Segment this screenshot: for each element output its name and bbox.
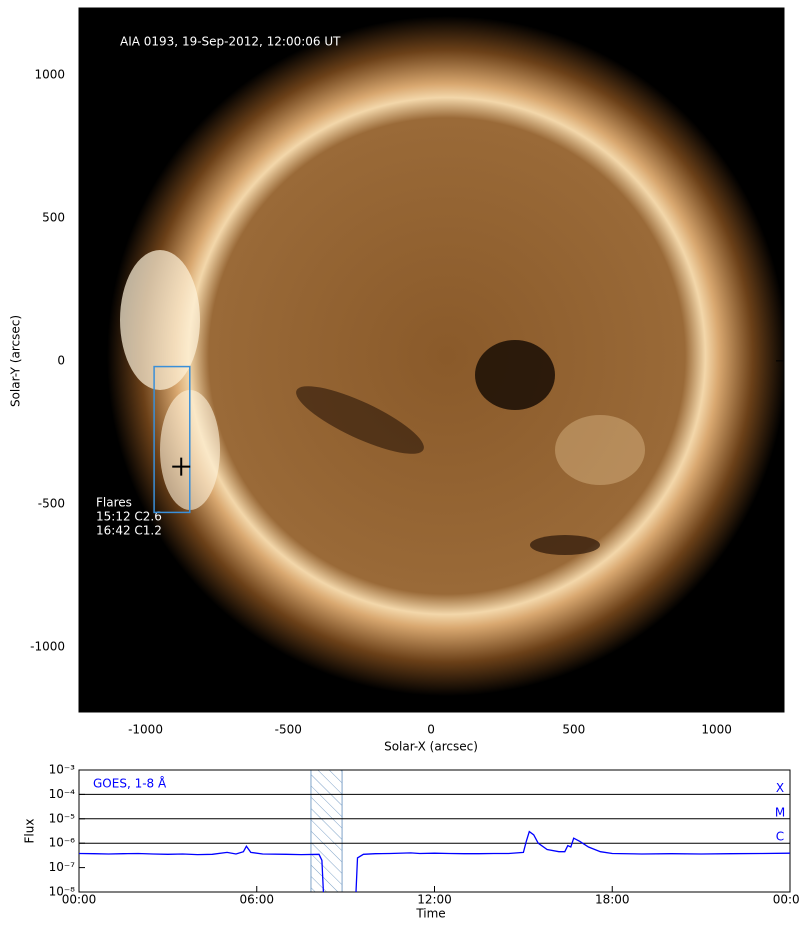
x-tick-label: 1000: [701, 723, 732, 737]
coronal-hole: [530, 535, 600, 555]
x-tick-label: -500: [275, 723, 302, 737]
region-box: [153, 365, 191, 514]
x-tick-label: 12:00: [417, 893, 452, 907]
coronal-hole: [296, 386, 424, 454]
coronal-hole: [475, 340, 555, 410]
annotation: 15:12 C2.6: [96, 510, 162, 524]
annotation: Flares: [96, 496, 132, 510]
y-tick-label: 0: [57, 353, 65, 367]
y-tick-label: 10⁻⁴: [49, 787, 76, 801]
sun-corona: [107, 16, 784, 696]
threshold-label: M: [775, 805, 785, 819]
x-tick-label: -1000: [128, 723, 163, 737]
y-tick-label: 10⁻⁸: [49, 885, 76, 899]
y-axis-label: Solar-Y (arcsec): [9, 315, 23, 407]
annotation: 16:42 C1.2: [96, 524, 162, 538]
x-tick-label: 18:00: [595, 893, 630, 907]
y-tick-label: 1000: [34, 67, 65, 81]
flare-marker: [172, 457, 191, 476]
x-tick-label: 06:00: [239, 893, 274, 907]
threshold-label: C: [776, 830, 784, 844]
image-title: AIA 0193, 19-Sep-2012, 12:00:06 UT: [120, 35, 341, 49]
plot-frame: [78, 769, 791, 893]
threshold-label: X: [776, 781, 784, 795]
legend-entry: GOES, 1-8 Å: [93, 776, 167, 791]
flux-line: [78, 830, 791, 893]
bright-region: [120, 250, 200, 390]
solar-image: [79, 8, 784, 712]
x-tick-label: 0: [427, 723, 435, 737]
bright-region: [555, 415, 645, 485]
data-gap: [310, 769, 343, 893]
x-axis-label: Solar-X (arcsec): [384, 740, 478, 754]
y-tick-label: 10⁻⁷: [49, 860, 76, 874]
y-tick-label: 10⁻³: [49, 763, 76, 777]
y-tick-label: -1000: [30, 639, 65, 653]
y-tick-label: 10⁻⁵: [49, 811, 76, 825]
x-tick-label: 00:00: [773, 893, 799, 907]
y-tick-label: 10⁻⁶: [49, 836, 76, 850]
x-tick-label: 500: [562, 723, 585, 737]
y-tick-label: 500: [42, 210, 65, 224]
x-tick-label: 00:00: [62, 893, 97, 907]
x-axis-label: Time: [415, 907, 445, 921]
y-axis-label: Flux: [23, 819, 37, 844]
y-tick-label: -500: [38, 496, 65, 510]
